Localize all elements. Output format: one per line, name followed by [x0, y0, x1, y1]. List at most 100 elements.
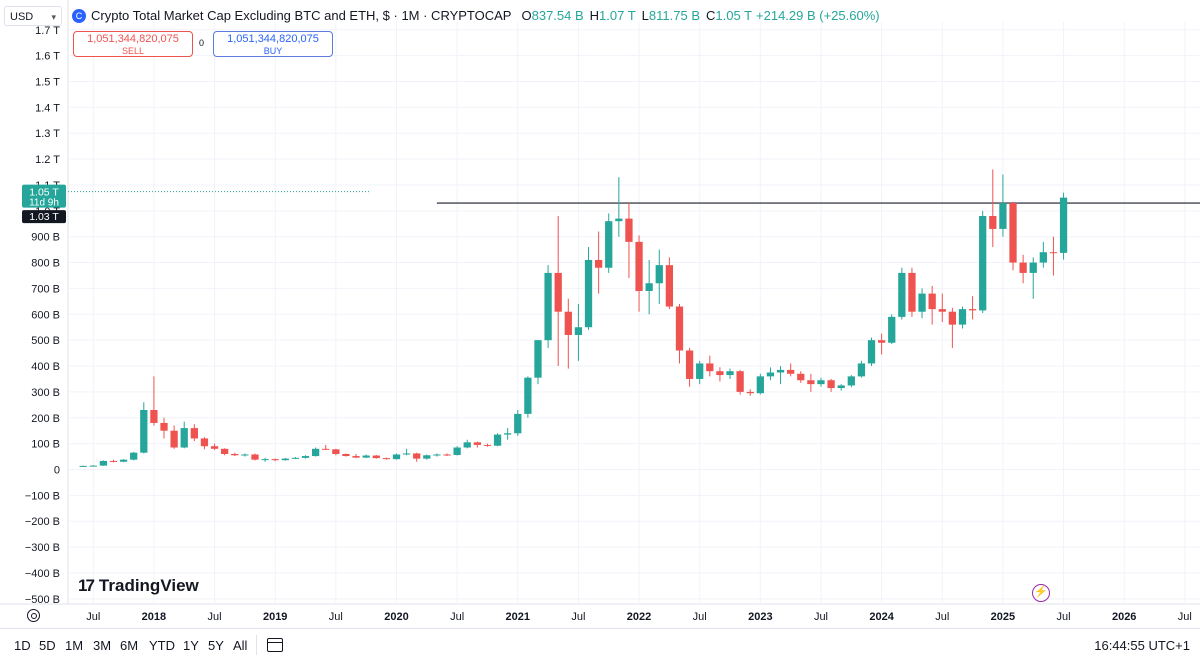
candle[interactable] — [473, 441, 481, 448]
candle-body[interactable] — [119, 459, 128, 462]
candle[interactable] — [352, 453, 360, 459]
candle[interactable] — [453, 446, 461, 456]
candle[interactable] — [433, 453, 441, 457]
candle-body[interactable] — [433, 454, 441, 456]
candle[interactable] — [675, 303, 684, 364]
candle-body[interactable] — [160, 422, 168, 431]
candle[interactable] — [706, 355, 714, 377]
candle[interactable] — [301, 455, 310, 459]
timeframe-6m[interactable]: 6M — [120, 638, 139, 653]
candle[interactable] — [635, 235, 643, 312]
candle-body[interactable] — [584, 259, 593, 328]
candle-body[interactable] — [342, 453, 350, 457]
candle-body[interactable] — [423, 455, 431, 459]
candle-body[interactable] — [413, 453, 421, 459]
candle-body[interactable] — [1039, 252, 1047, 263]
candle[interactable] — [837, 384, 845, 391]
candle[interactable] — [685, 347, 694, 387]
candle[interactable] — [443, 453, 451, 457]
candle-body[interactable] — [291, 457, 300, 459]
candle-body[interactable] — [888, 316, 896, 343]
candle-body[interactable] — [736, 371, 744, 392]
candle[interactable] — [574, 303, 583, 361]
candle-body[interactable] — [766, 372, 775, 377]
candle-body[interactable] — [989, 216, 997, 229]
candle-body[interactable] — [746, 391, 754, 394]
candle[interactable] — [332, 448, 340, 456]
candle-body[interactable] — [837, 385, 845, 389]
candle-body[interactable] — [241, 454, 249, 456]
candle-body[interactable] — [402, 453, 411, 455]
candle[interactable] — [392, 453, 401, 460]
candle-body[interactable] — [130, 452, 138, 460]
candle-body[interactable] — [301, 456, 310, 458]
candle[interactable] — [1039, 241, 1047, 268]
candle[interactable] — [898, 267, 906, 320]
price-axis[interactable]: 1.7 T1.6 T1.5 T1.4 T1.3 T1.2 T1.1 T1.0 T… — [25, 25, 60, 606]
timeframe-ytd[interactable]: YTD — [149, 638, 175, 653]
candle-body[interactable] — [635, 241, 643, 292]
candle-body[interactable] — [372, 455, 380, 459]
candle[interactable] — [1059, 192, 1068, 260]
candles-layer[interactable] — [79, 169, 1068, 467]
time-axis[interactable]: Jul 2018 Jul 2019 Jul 2020 Jul 2021 Jul 2022 Jul 20… — [86, 611, 1192, 623]
candle-body[interactable] — [726, 371, 734, 376]
timeframe-3m[interactable]: 3M — [93, 638, 112, 653]
candle[interactable] — [210, 443, 219, 451]
candle[interactable] — [362, 454, 370, 459]
candle-body[interactable] — [716, 371, 724, 376]
candle[interactable] — [999, 174, 1007, 237]
candle-body[interactable] — [564, 311, 572, 335]
candle-body[interactable] — [979, 216, 987, 311]
candle[interactable] — [99, 460, 108, 466]
candle[interactable] — [746, 389, 754, 396]
candle-body[interactable] — [1019, 262, 1027, 273]
timeframe-5d[interactable]: 5D — [39, 638, 56, 653]
candle[interactable] — [504, 428, 512, 440]
candle-body[interactable] — [140, 410, 148, 453]
tradingview-logo[interactable]: 17 TradingView — [78, 576, 199, 596]
candle-body[interactable] — [948, 311, 957, 325]
candle-body[interactable] — [231, 453, 239, 456]
candle-body[interactable] — [534, 340, 542, 378]
candle-body[interactable] — [867, 340, 876, 364]
candle-body[interactable] — [89, 465, 97, 467]
candle-body[interactable] — [221, 448, 229, 454]
candle[interactable] — [271, 458, 279, 462]
candle[interactable] — [79, 465, 87, 467]
timeframe-1m[interactable]: 1M — [65, 638, 84, 653]
candle[interactable] — [251, 453, 259, 461]
candle-body[interactable] — [554, 272, 562, 312]
candle-body[interactable] — [524, 377, 532, 414]
candle[interactable] — [655, 249, 663, 304]
candle[interactable] — [827, 378, 835, 392]
candle[interactable] — [989, 169, 997, 248]
candle-body[interactable] — [655, 265, 663, 284]
candle-body[interactable] — [817, 380, 825, 385]
candle-body[interactable] — [696, 363, 704, 379]
candle-body[interactable] — [807, 380, 815, 385]
candle-body[interactable] — [1049, 252, 1058, 254]
candle-body[interactable] — [504, 433, 512, 435]
candle[interactable] — [665, 257, 674, 310]
candle-body[interactable] — [958, 309, 967, 325]
candle[interactable] — [958, 306, 967, 329]
candle-body[interactable] — [847, 376, 855, 386]
candle[interactable] — [776, 366, 785, 385]
candle[interactable] — [1009, 201, 1017, 271]
candle[interactable] — [140, 402, 148, 454]
candle[interactable] — [615, 177, 623, 237]
candle[interactable] — [938, 293, 946, 323]
candle[interactable] — [1049, 236, 1058, 276]
candle-body[interactable] — [382, 458, 391, 460]
candle[interactable] — [888, 314, 896, 345]
candle[interactable] — [797, 371, 805, 383]
candle-body[interactable] — [261, 459, 269, 461]
candle[interactable] — [968, 296, 977, 320]
currency-select[interactable]: USD ▾ — [4, 6, 62, 26]
candle-body[interactable] — [99, 460, 108, 466]
candle-body[interactable] — [109, 460, 118, 462]
candle[interactable] — [514, 410, 522, 436]
candle[interactable] — [413, 452, 421, 462]
candle-body[interactable] — [999, 203, 1007, 229]
